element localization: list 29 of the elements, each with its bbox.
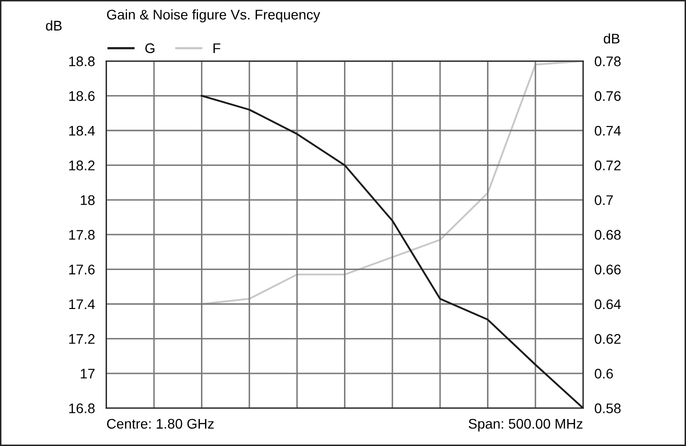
legend-label: G xyxy=(145,43,154,54)
text: Span: 500.00 MHz xyxy=(468,418,582,432)
y2-tick-label: 0.66 xyxy=(594,264,621,274)
y2-tick-label: 0.74 xyxy=(594,126,621,136)
y-axis-title: dB xyxy=(46,20,62,31)
y-tick-label: 17.2 xyxy=(69,334,95,344)
y-tick-label: 18.4 xyxy=(69,126,95,136)
text: Centre: 1.80 GHz xyxy=(107,418,214,429)
y2-tick-label: 0.62 xyxy=(594,334,621,344)
legend-label: F xyxy=(214,43,220,54)
y2-tick-label: 0.72 xyxy=(594,160,621,170)
y2-tick-label: 0.64 xyxy=(594,299,621,310)
y2-axis-title: dB xyxy=(604,33,620,44)
y2-tick-label: 0.68 xyxy=(594,230,621,240)
y-tick-label: 17.8 xyxy=(69,230,95,240)
y-tick-label: 18.8 xyxy=(69,56,95,66)
y-tick-label: 17 xyxy=(80,368,95,378)
y-tick-label: 17.6 xyxy=(69,264,95,274)
y2-tick-label: 0.7 xyxy=(594,195,613,206)
chart-title: Gain & Noise figure Vs. Frequency xyxy=(107,9,320,22)
y-tick-label: 18.6 xyxy=(69,91,95,101)
y2-tick-label: 0.58 xyxy=(594,403,621,414)
y2-tick-label: 0.76 xyxy=(594,91,621,101)
y-tick-label: 16.8 xyxy=(69,403,95,414)
y2-tick-label: 0.6 xyxy=(594,368,613,379)
y-tick-label: 17.4 xyxy=(69,299,95,310)
y2-tick-label: 0.78 xyxy=(594,56,621,66)
y-tick-label: 18 xyxy=(80,195,95,206)
y-tick-label: 18.2 xyxy=(69,160,95,170)
